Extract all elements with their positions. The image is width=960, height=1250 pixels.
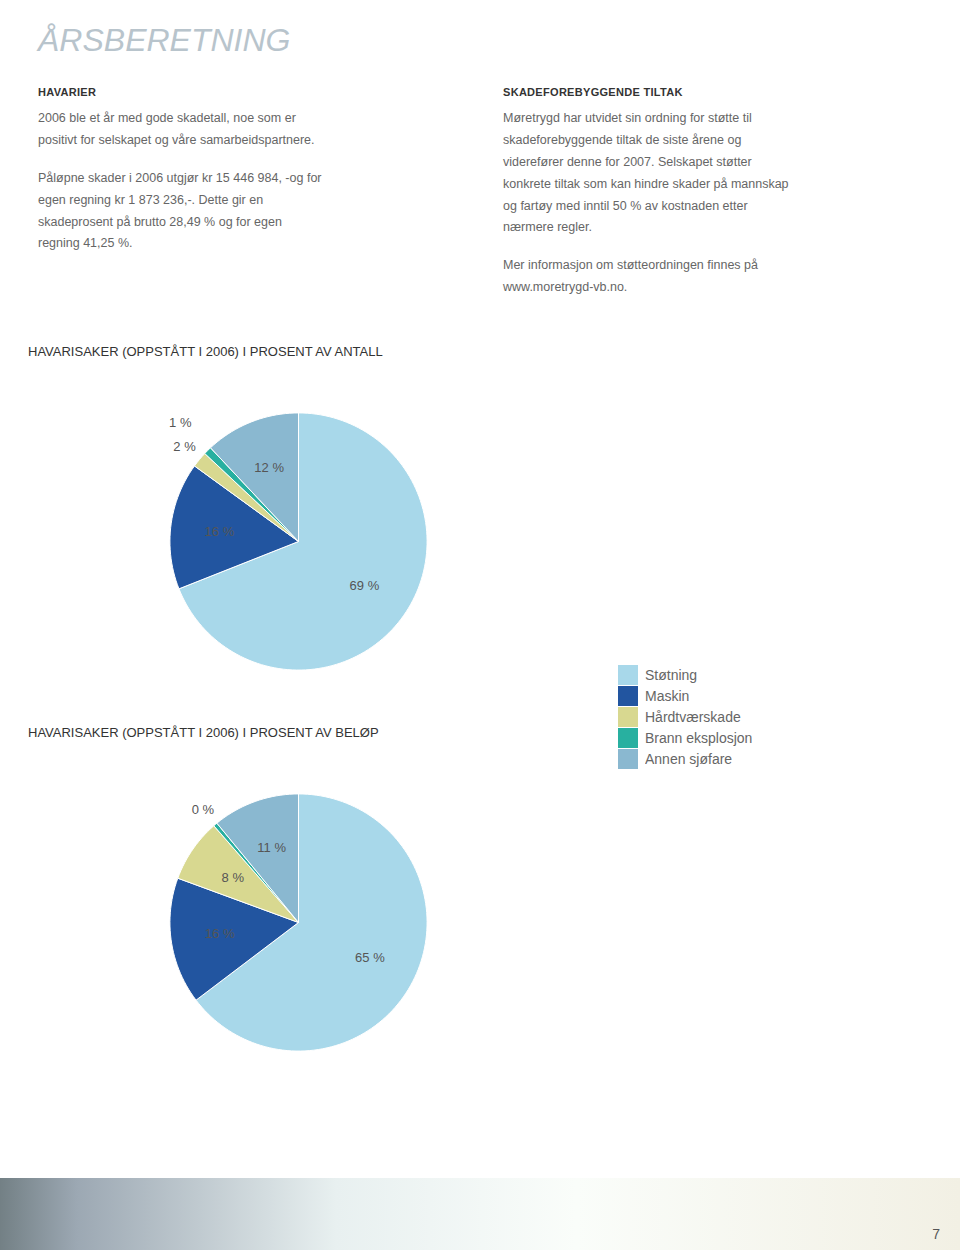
html-text:Støtning: Støtning	[645, 667, 698, 683]
svg-text:1 %: 1 %	[169, 415, 192, 430]
html-text:2006 ble et år med gode skadet: 2006 ble et år med gode skadetall, noe s…	[38, 111, 315, 147]
svg-text:65 %: 65 %	[355, 950, 385, 965]
svg-text:16 %: 16 %	[205, 524, 235, 539]
svg-text:2 %: 2 %	[173, 439, 196, 454]
svg-text:69 %: 69 %	[350, 578, 380, 593]
html-text:SKADEFOREBYGGENDE TILTAK: SKADEFOREBYGGENDE TILTAK	[503, 86, 683, 98]
html-text:Brann eksplosjon: Brann eksplosjon	[645, 730, 753, 746]
svg-text:0 %: 0 %	[192, 802, 215, 817]
html-text:Maskin: Maskin	[645, 688, 690, 704]
html-text:Påløpne skader i 2006 utgjør k: Påløpne skader i 2006 utgjør kr 15 446 9…	[38, 170, 322, 251]
html-text:7: 7	[932, 1226, 940, 1242]
svg-text:8 %: 8 %	[222, 870, 245, 885]
html-text:Annen sjøfare: Annen sjøfare	[645, 751, 733, 767]
svg-text:12 %: 12 %	[254, 460, 284, 475]
svg-text:16 %: 16 %	[205, 926, 235, 941]
html-text:Møretrygd har utvidet sin ordn: Møretrygd har utvidet sin ordning for st…	[503, 111, 789, 235]
html-text:Mer informasjon om støtteordni: Mer informasjon om støtteordningen finne…	[503, 258, 758, 295]
svg-text:11 %: 11 %	[257, 840, 286, 855]
html-text:HAVARIER: HAVARIER	[38, 86, 97, 98]
html-text:HAVARISAKER (OPPSTÅTT I 2006): HAVARISAKER (OPPSTÅTT I 2006) I PROSENT …	[28, 725, 379, 740]
html-text:HAVARISAKER (OPPSTÅTT I 2006): HAVARISAKER (OPPSTÅTT I 2006) I PROSENT …	[28, 344, 383, 359]
html-text:ÅRSBERETNING: ÅRSBERETNING	[38, 22, 291, 58]
html-text:Hårdtværskade: Hårdtværskade	[645, 709, 741, 725]
